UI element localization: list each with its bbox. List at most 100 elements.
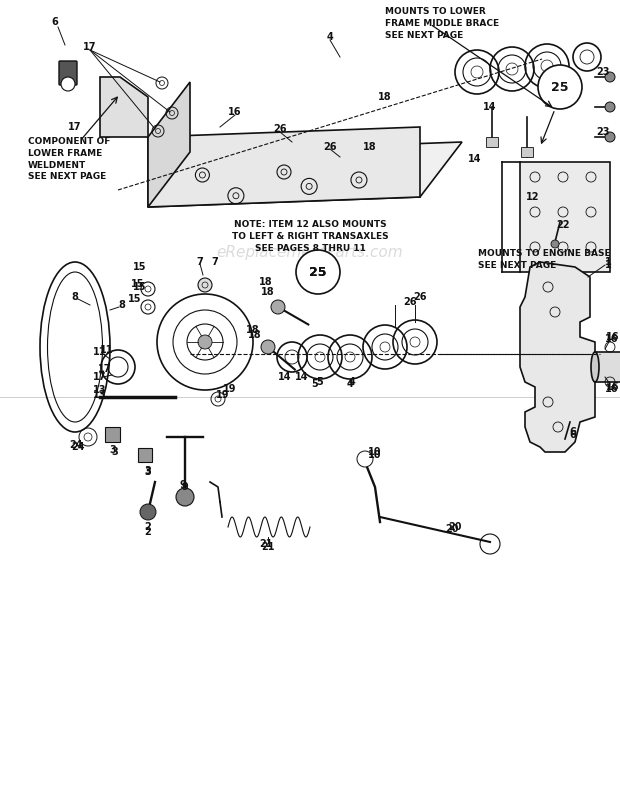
Text: 16: 16 bbox=[605, 384, 619, 394]
Text: 13: 13 bbox=[93, 385, 107, 395]
Circle shape bbox=[357, 451, 373, 467]
Circle shape bbox=[296, 250, 340, 294]
Text: 14: 14 bbox=[468, 154, 482, 164]
Text: 26: 26 bbox=[323, 142, 337, 152]
Text: 2: 2 bbox=[144, 522, 151, 532]
Text: 2: 2 bbox=[144, 527, 151, 537]
Polygon shape bbox=[148, 82, 190, 207]
Text: 4: 4 bbox=[348, 377, 355, 387]
Text: 8: 8 bbox=[71, 292, 79, 302]
FancyBboxPatch shape bbox=[59, 61, 77, 85]
Bar bbox=[138, 448, 152, 462]
Text: 6: 6 bbox=[51, 17, 58, 27]
Text: 19: 19 bbox=[223, 384, 237, 394]
Polygon shape bbox=[100, 77, 148, 137]
Text: 10: 10 bbox=[368, 447, 382, 457]
Text: 26: 26 bbox=[403, 297, 417, 307]
Text: 19: 19 bbox=[216, 390, 230, 400]
Text: 6: 6 bbox=[570, 427, 577, 437]
Polygon shape bbox=[148, 127, 420, 207]
Text: 15: 15 bbox=[128, 294, 142, 304]
Text: 1: 1 bbox=[604, 260, 611, 270]
Text: 5: 5 bbox=[317, 377, 324, 387]
Circle shape bbox=[176, 488, 194, 506]
Circle shape bbox=[605, 102, 615, 112]
Text: 16: 16 bbox=[606, 382, 620, 392]
Text: 9: 9 bbox=[182, 482, 188, 492]
Text: MOUNTS TO LOWER
FRAME MIDDLE BRACE
SEE NEXT PAGE: MOUNTS TO LOWER FRAME MIDDLE BRACE SEE N… bbox=[385, 7, 499, 40]
Bar bbox=[520, 162, 610, 272]
Text: 7: 7 bbox=[211, 257, 218, 267]
Circle shape bbox=[271, 300, 285, 314]
Text: 25: 25 bbox=[551, 80, 569, 93]
Circle shape bbox=[61, 77, 75, 91]
Text: 18: 18 bbox=[378, 92, 392, 102]
Text: 12: 12 bbox=[526, 192, 540, 202]
Text: 14: 14 bbox=[483, 102, 497, 112]
Text: 7: 7 bbox=[197, 257, 203, 267]
Circle shape bbox=[605, 132, 615, 142]
Text: 25: 25 bbox=[309, 265, 327, 278]
Text: 6: 6 bbox=[570, 430, 577, 440]
Text: 16: 16 bbox=[228, 107, 242, 117]
Text: 24: 24 bbox=[71, 442, 85, 452]
Bar bbox=[105, 427, 120, 442]
Text: 9: 9 bbox=[180, 480, 187, 490]
Text: 15: 15 bbox=[133, 282, 147, 292]
Text: 3: 3 bbox=[144, 467, 151, 477]
Text: 16: 16 bbox=[606, 332, 620, 342]
Text: 14: 14 bbox=[278, 372, 292, 382]
Polygon shape bbox=[520, 262, 595, 452]
Circle shape bbox=[261, 340, 275, 354]
Text: 25: 25 bbox=[309, 265, 327, 278]
Text: 23: 23 bbox=[596, 127, 609, 137]
Text: 17: 17 bbox=[83, 42, 97, 52]
Text: 5: 5 bbox=[312, 379, 319, 389]
Text: 18: 18 bbox=[248, 330, 262, 340]
Text: 26: 26 bbox=[414, 292, 427, 302]
Text: NOTE: ITEM 12 ALSO MOUNTS
TO LEFT & RIGHT TRANSAXLES
SEE PAGES 8 THRU 11: NOTE: ITEM 12 ALSO MOUNTS TO LEFT & RIGH… bbox=[232, 220, 388, 253]
Text: 15: 15 bbox=[133, 262, 147, 272]
Text: 3: 3 bbox=[110, 445, 117, 455]
Text: 18: 18 bbox=[363, 142, 377, 152]
Text: 18: 18 bbox=[259, 277, 273, 287]
Text: 21: 21 bbox=[261, 542, 275, 552]
Circle shape bbox=[198, 335, 212, 349]
Text: 20: 20 bbox=[448, 522, 462, 532]
Text: 18: 18 bbox=[261, 287, 275, 297]
Text: 3: 3 bbox=[112, 447, 118, 457]
Circle shape bbox=[538, 65, 582, 109]
Circle shape bbox=[198, 278, 212, 292]
Bar bbox=[595, 352, 620, 382]
Text: COMPONENT OF
LOWER FRAME
WELDMENT
SEE NEXT PAGE: COMPONENT OF LOWER FRAME WELDMENT SEE NE… bbox=[28, 137, 110, 182]
Bar bbox=[521, 147, 533, 157]
Text: 4: 4 bbox=[327, 32, 334, 42]
Text: 3: 3 bbox=[144, 466, 151, 476]
Text: MOUNTS TO ENGINE BASE
SEE NEXT PAGE: MOUNTS TO ENGINE BASE SEE NEXT PAGE bbox=[478, 249, 611, 270]
Circle shape bbox=[551, 240, 559, 248]
Text: 22: 22 bbox=[556, 220, 570, 230]
Circle shape bbox=[140, 504, 156, 520]
Ellipse shape bbox=[591, 352, 599, 382]
Text: 20: 20 bbox=[445, 524, 459, 534]
Text: 21: 21 bbox=[259, 539, 273, 549]
Text: 17: 17 bbox=[98, 364, 112, 374]
Text: 15: 15 bbox=[131, 279, 144, 289]
Text: eReplacementParts.com: eReplacementParts.com bbox=[216, 245, 404, 260]
Circle shape bbox=[605, 72, 615, 82]
Text: 17: 17 bbox=[93, 372, 107, 382]
Text: 8: 8 bbox=[118, 300, 125, 310]
Text: 14: 14 bbox=[295, 372, 309, 382]
Text: 24: 24 bbox=[69, 440, 82, 450]
Text: 4: 4 bbox=[347, 379, 353, 389]
Text: 26: 26 bbox=[273, 124, 286, 134]
Text: 23: 23 bbox=[596, 67, 609, 77]
Text: 11: 11 bbox=[93, 347, 107, 357]
Text: 10: 10 bbox=[368, 450, 382, 460]
Text: 1: 1 bbox=[604, 257, 611, 267]
Text: 11: 11 bbox=[100, 345, 113, 355]
Polygon shape bbox=[148, 142, 462, 207]
Text: 17: 17 bbox=[68, 122, 82, 132]
Bar bbox=[486, 137, 498, 147]
Text: 18: 18 bbox=[246, 325, 260, 335]
